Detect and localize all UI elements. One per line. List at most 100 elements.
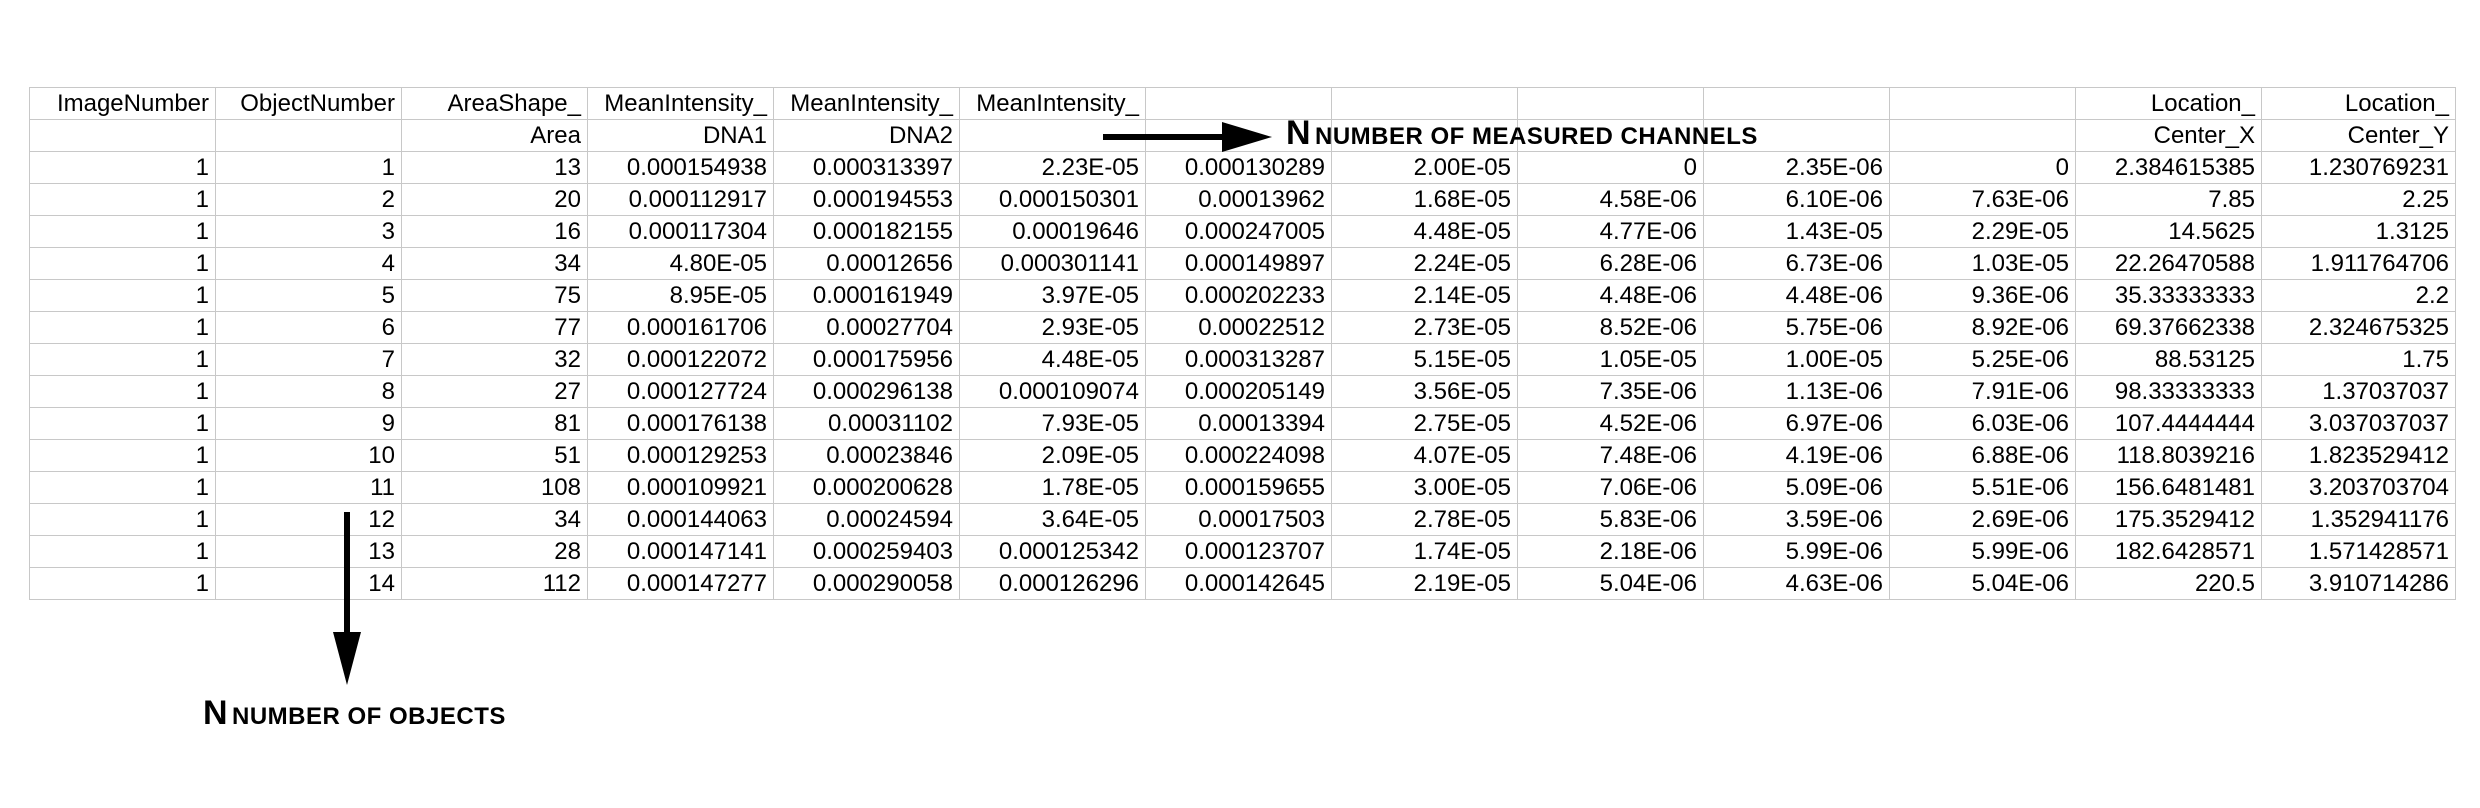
cell-channel-col-9[interactable]: 6.28E-06 — [1517, 247, 1704, 280]
cell-image-number[interactable]: 1 — [29, 215, 216, 248]
cell-channel-col-7[interactable]: 0.000205149 — [1145, 375, 1332, 408]
cell-object-number[interactable]: 8 — [215, 375, 402, 408]
cell-channel-col-11[interactable]: 5.04E-06 — [1889, 567, 2076, 600]
cell-channel-col-9[interactable]: 1.05E-05 — [1517, 343, 1704, 376]
cell-object-number[interactable]: 14 — [215, 567, 402, 600]
cell-object-number[interactable]: 2 — [215, 183, 402, 216]
cell-channel-col-8[interactable]: 2.00E-05 — [1331, 151, 1518, 184]
cell-mean-intensity-dna1[interactable]: 0.000112917 — [587, 183, 774, 216]
cell-image-number[interactable]: 1 — [29, 375, 216, 408]
cell-mean-intensity-dna2[interactable]: DNA2 — [773, 119, 960, 152]
cell-mean-intensity-ch3[interactable]: 4.48E-05 — [959, 343, 1146, 376]
cell-area[interactable]: Area — [401, 119, 588, 152]
cell-mean-intensity-ch3[interactable]: MeanIntensity_ — [959, 87, 1146, 120]
cell-location-center-y[interactable]: 2.2 — [2261, 279, 2456, 312]
cell-mean-intensity-dna1[interactable]: 0.000109921 — [587, 471, 774, 504]
cell-channel-col-7[interactable]: 0.000149897 — [1145, 247, 1332, 280]
cell-channel-col-10[interactable]: 5.99E-06 — [1703, 535, 1890, 568]
cell-image-number[interactable]: 1 — [29, 279, 216, 312]
cell-channel-col-11[interactable]: 6.88E-06 — [1889, 439, 2076, 472]
cell-mean-intensity-dna2[interactable]: 0.000161949 — [773, 279, 960, 312]
cell-object-number[interactable] — [215, 119, 402, 152]
cell-channel-col-10[interactable]: 6.97E-06 — [1703, 407, 1890, 440]
cell-location-center-x[interactable]: 220.5 — [2075, 567, 2262, 600]
cell-mean-intensity-ch3[interactable] — [959, 119, 1146, 152]
cell-channel-col-8[interactable]: 2.24E-05 — [1331, 247, 1518, 280]
cell-image-number[interactable]: 1 — [29, 183, 216, 216]
cell-image-number[interactable]: 1 — [29, 567, 216, 600]
cell-channel-col-9[interactable]: 5.04E-06 — [1517, 567, 1704, 600]
cell-mean-intensity-dna2[interactable]: 0.000175956 — [773, 343, 960, 376]
cell-channel-col-8[interactable]: 1.68E-05 — [1331, 183, 1518, 216]
cell-channel-col-9[interactable] — [1517, 87, 1704, 120]
cell-area[interactable]: 51 — [401, 439, 588, 472]
cell-area[interactable]: 108 — [401, 471, 588, 504]
cell-channel-col-11[interactable]: 8.92E-06 — [1889, 311, 2076, 344]
cell-area[interactable]: 32 — [401, 343, 588, 376]
cell-mean-intensity-dna2[interactable]: 0.00012656 — [773, 247, 960, 280]
cell-object-number[interactable]: 12 — [215, 503, 402, 536]
cell-area[interactable]: 20 — [401, 183, 588, 216]
cell-channel-col-11[interactable]: 2.29E-05 — [1889, 215, 2076, 248]
cell-mean-intensity-dna2[interactable]: 0.000296138 — [773, 375, 960, 408]
cell-channel-col-9[interactable]: 4.48E-06 — [1517, 279, 1704, 312]
cell-mean-intensity-dna2[interactable]: 0.000194553 — [773, 183, 960, 216]
cell-object-number[interactable]: 7 — [215, 343, 402, 376]
cell-area[interactable]: 112 — [401, 567, 588, 600]
cell-location-center-y[interactable]: 1.911764706 — [2261, 247, 2456, 280]
cell-object-number[interactable]: 3 — [215, 215, 402, 248]
cell-location-center-x[interactable]: 175.3529412 — [2075, 503, 2262, 536]
cell-mean-intensity-dna2[interactable]: 0.00031102 — [773, 407, 960, 440]
cell-channel-col-7[interactable]: 0.000130289 — [1145, 151, 1332, 184]
cell-mean-intensity-dna1[interactable]: MeanIntensity_ — [587, 87, 774, 120]
cell-channel-col-10[interactable]: 4.19E-06 — [1703, 439, 1890, 472]
cell-channel-col-11[interactable]: 5.99E-06 — [1889, 535, 2076, 568]
cell-channel-col-8[interactable]: 2.78E-05 — [1331, 503, 1518, 536]
cell-channel-col-7[interactable]: 0.000247005 — [1145, 215, 1332, 248]
cell-channel-col-9[interactable]: 4.77E-06 — [1517, 215, 1704, 248]
cell-channel-col-11[interactable]: 7.63E-06 — [1889, 183, 2076, 216]
cell-channel-col-8[interactable]: 4.48E-05 — [1331, 215, 1518, 248]
cell-location-center-x[interactable]: 156.6481481 — [2075, 471, 2262, 504]
cell-channel-col-11[interactable]: 9.36E-06 — [1889, 279, 2076, 312]
cell-location-center-x[interactable]: 182.6428571 — [2075, 535, 2262, 568]
cell-channel-col-8[interactable]: 4.07E-05 — [1331, 439, 1518, 472]
cell-image-number[interactable]: 1 — [29, 439, 216, 472]
cell-channel-col-10[interactable]: 6.10E-06 — [1703, 183, 1890, 216]
cell-image-number[interactable]: 1 — [29, 151, 216, 184]
cell-channel-col-10[interactable]: 4.48E-06 — [1703, 279, 1890, 312]
cell-mean-intensity-dna2[interactable]: MeanIntensity_ — [773, 87, 960, 120]
cell-channel-col-10[interactable]: 1.43E-05 — [1703, 215, 1890, 248]
cell-channel-col-8[interactable]: 2.19E-05 — [1331, 567, 1518, 600]
cell-location-center-x[interactable]: 2.384615385 — [2075, 151, 2262, 184]
cell-mean-intensity-dna2[interactable]: 0.000259403 — [773, 535, 960, 568]
cell-location-center-x[interactable]: Location_ — [2075, 87, 2262, 120]
cell-channel-col-7[interactable]: 0.000313287 — [1145, 343, 1332, 376]
cell-location-center-y[interactable]: 2.324675325 — [2261, 311, 2456, 344]
cell-mean-intensity-ch3[interactable]: 3.64E-05 — [959, 503, 1146, 536]
cell-channel-col-9[interactable]: 5.83E-06 — [1517, 503, 1704, 536]
cell-image-number[interactable]: 1 — [29, 535, 216, 568]
cell-channel-col-10[interactable]: 4.63E-06 — [1703, 567, 1890, 600]
cell-channel-col-9[interactable]: 4.58E-06 — [1517, 183, 1704, 216]
cell-mean-intensity-dna1[interactable]: 0.000147141 — [587, 535, 774, 568]
cell-mean-intensity-dna1[interactable]: 0.000122072 — [587, 343, 774, 376]
cell-channel-col-11[interactable]: 5.25E-06 — [1889, 343, 2076, 376]
cell-object-number[interactable]: ObjectNumber — [215, 87, 402, 120]
cell-location-center-x[interactable]: 107.4444444 — [2075, 407, 2262, 440]
cell-object-number[interactable]: 10 — [215, 439, 402, 472]
cell-channel-col-11[interactable]: 7.91E-06 — [1889, 375, 2076, 408]
cell-mean-intensity-dna1[interactable]: 0.000144063 — [587, 503, 774, 536]
cell-mean-intensity-ch3[interactable]: 0.00019646 — [959, 215, 1146, 248]
cell-channel-col-7[interactable]: 0.00013962 — [1145, 183, 1332, 216]
cell-channel-col-11[interactable]: 1.03E-05 — [1889, 247, 2076, 280]
cell-channel-col-9[interactable]: 2.18E-06 — [1517, 535, 1704, 568]
cell-mean-intensity-ch3[interactable]: 0.000126296 — [959, 567, 1146, 600]
cell-mean-intensity-ch3[interactable]: 2.93E-05 — [959, 311, 1146, 344]
cell-location-center-y[interactable]: 3.910714286 — [2261, 567, 2456, 600]
cell-location-center-y[interactable]: 1.571428571 — [2261, 535, 2456, 568]
cell-location-center-x[interactable]: 69.37662338 — [2075, 311, 2262, 344]
cell-location-center-y[interactable]: 3.203703704 — [2261, 471, 2456, 504]
cell-channel-col-8[interactable]: 3.00E-05 — [1331, 471, 1518, 504]
cell-channel-col-11[interactable]: 5.51E-06 — [1889, 471, 2076, 504]
